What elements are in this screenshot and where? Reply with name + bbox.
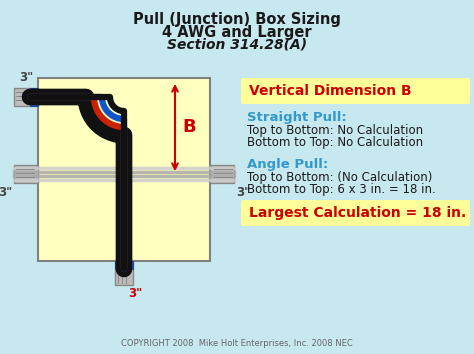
- Text: Angle Pull:: Angle Pull:: [247, 158, 328, 171]
- Bar: [14, 88, 38, 106]
- Text: Straight Pull:: Straight Pull:: [247, 111, 347, 124]
- Bar: [210, 165, 234, 183]
- Text: 3": 3": [236, 186, 250, 199]
- FancyBboxPatch shape: [241, 78, 470, 104]
- Text: Bottom to Top: No Calculation: Bottom to Top: No Calculation: [247, 136, 423, 149]
- Text: COPYRIGHT 2008  Mike Holt Enterprises, Inc. 2008 NEC: COPYRIGHT 2008 Mike Holt Enterprises, In…: [121, 339, 353, 348]
- Text: 3": 3": [19, 71, 33, 84]
- Text: Top to Bottom: No Calculation: Top to Bottom: No Calculation: [247, 124, 423, 137]
- Text: Bottom to Top: 6 x 3 in. = 18 in.: Bottom to Top: 6 x 3 in. = 18 in.: [247, 183, 436, 196]
- Bar: [14, 165, 38, 183]
- Text: Section 314.28(A): Section 314.28(A): [167, 38, 307, 52]
- Bar: [38, 78, 210, 261]
- Bar: [115, 261, 133, 269]
- Text: 3": 3": [128, 287, 142, 300]
- Text: Top to Bottom: (No Calculation): Top to Bottom: (No Calculation): [247, 171, 432, 184]
- Text: 4 AWG and Larger: 4 AWG and Larger: [162, 25, 312, 40]
- Text: Largest Calculation = 18 in.: Largest Calculation = 18 in.: [249, 206, 466, 220]
- Text: Vertical Dimension B: Vertical Dimension B: [249, 84, 411, 98]
- Text: 3": 3": [0, 186, 12, 199]
- Text: Pull (Junction) Box Sizing: Pull (Junction) Box Sizing: [133, 12, 341, 27]
- Bar: [30, 88, 38, 106]
- FancyBboxPatch shape: [241, 200, 470, 226]
- Text: B: B: [182, 119, 196, 137]
- Bar: [115, 261, 133, 285]
